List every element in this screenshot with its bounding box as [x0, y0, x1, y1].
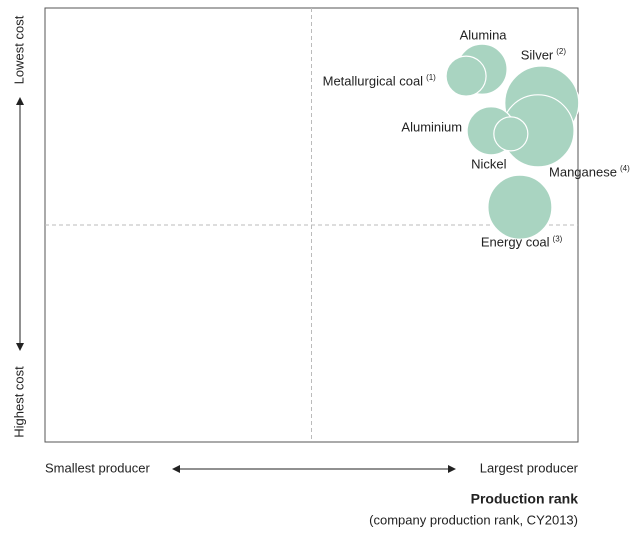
x-subtitle: (company production rank, CY2013) [369, 512, 578, 527]
bubble-label: Aluminium [401, 119, 462, 134]
x-label-left: Smallest producer [45, 460, 150, 475]
x-label-right: Largest producer [480, 460, 579, 475]
bubble-label: Manganese [549, 164, 617, 179]
bubble-label: Metallurgical coal [323, 74, 424, 89]
bubble-note: (4) [620, 164, 630, 173]
bubble [493, 116, 529, 152]
y-label-top: Lowest cost [11, 15, 26, 84]
bubble-label: Silver [521, 47, 554, 62]
x-title: Production rank [471, 491, 579, 507]
y-label-bottom: Highest cost [11, 366, 26, 438]
bubble-note: (3) [553, 234, 563, 243]
bubble-label: Energy coal [481, 235, 550, 250]
bubble [445, 55, 487, 97]
bubble-note: (1) [426, 73, 436, 82]
bubble [487, 174, 553, 240]
bubble-label: Nickel [471, 156, 507, 171]
bubble-note: (2) [556, 47, 566, 56]
bubble-label: Alumina [460, 28, 508, 43]
